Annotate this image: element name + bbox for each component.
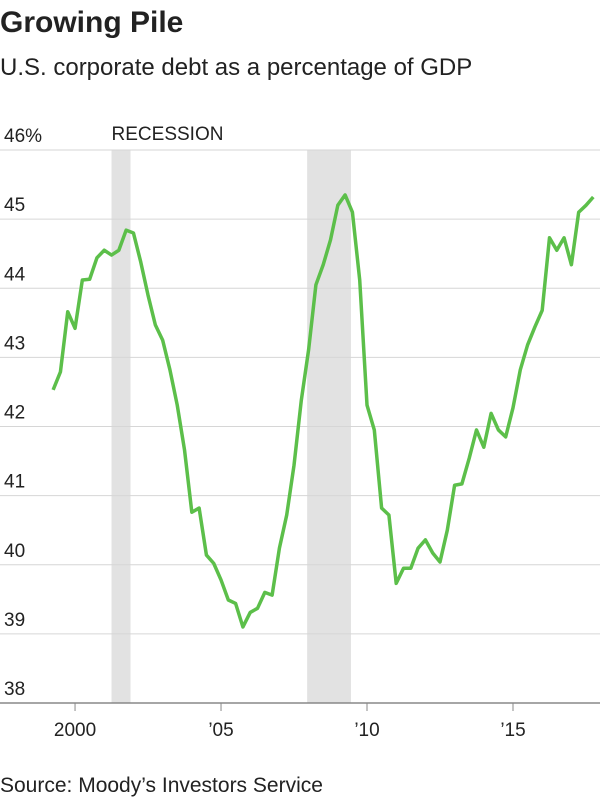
recession-label: RECESSION [112,124,224,145]
chart-title: Growing Pile [0,6,183,39]
y-tick-label: 42 [4,403,25,424]
y-tick-label: 39 [4,610,25,631]
y-tick-label: 38 [4,679,25,700]
y-tick-label: 40 [4,541,25,562]
y-tick-label: 46% [4,126,42,147]
y-tick-label: 44 [4,264,26,285]
source: Source: Moody’s Investors Service [0,774,323,797]
y-tick-label: 43 [4,333,25,354]
x-tick-label: ’05 [208,720,233,741]
x-tick-label: ’10 [354,720,379,741]
y-tick-label: 45 [4,195,25,216]
x-tick-label: ’15 [500,720,525,741]
y-tick-label: 41 [4,472,25,493]
x-tick-label: 2000 [54,720,96,741]
chart-subtitle: U.S. corporate debt as a percentage of G… [0,54,472,81]
data-line [51,193,595,629]
